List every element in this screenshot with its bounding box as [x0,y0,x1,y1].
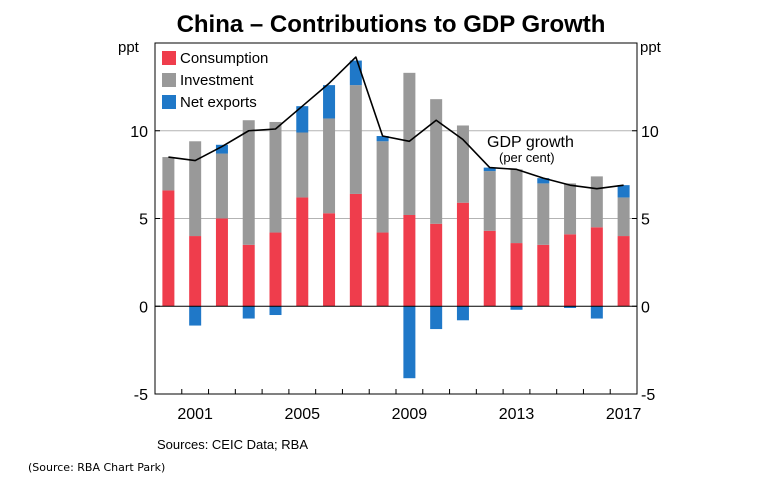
bar-investment [590,176,603,228]
bar-consumption [269,232,282,307]
bar-investment [269,121,282,233]
bar-consumption [323,213,336,307]
bar-consumption [590,227,603,307]
bar-consumption [617,236,630,307]
bar-net-exports [323,85,336,119]
bar-consumption [189,236,202,307]
bar-net-exports [296,106,309,133]
bar-net-exports [564,306,577,309]
sources-note: Sources: CEIC Data; RBA [157,437,308,452]
bar-net-exports [456,306,469,321]
bar-net-exports [242,306,255,319]
y-tick-label-right: 5 [641,212,650,229]
y-axis-ticks: -5 -5 0 0 5 5 10 10 [130,124,659,404]
bar-investment [403,72,416,215]
bar-investment [483,171,496,231]
bar-investment [189,141,202,237]
bar-net-exports [510,306,523,310]
legend-label: Consumption [180,50,268,67]
gridlines [155,130,637,219]
bar-consumption [510,243,523,307]
bar-investment [162,157,175,191]
gdp-line-group [168,56,624,190]
y-axis-label-left: ppt [118,39,140,56]
bar-net-exports [269,306,282,316]
legend-swatch [162,95,176,109]
bar-consumption [242,244,255,307]
y-tick-label-right: 10 [641,124,659,141]
footnote: (Source: RBA Chart Park) [28,461,166,474]
bar-net-exports [215,144,228,154]
bar-investment [537,183,550,245]
bar-net-exports [617,185,630,198]
x-tick-label: 2017 [606,406,642,423]
bar-investment [242,120,255,245]
x-tick-label: 2001 [177,406,213,423]
bar-consumption [349,193,362,307]
x-axis-ticks: 2001 2005 2009 2013 2017 [154,389,642,423]
x-tick-label: 2009 [392,406,428,423]
bar-consumption [376,232,389,307]
legend-swatch [162,73,176,87]
y-tick-label-right: 0 [641,299,650,316]
legend-label: Net exports [180,94,257,111]
bars-group [162,60,630,379]
bar-net-exports [430,306,443,330]
bar-consumption [430,223,443,307]
legend-swatch [162,51,176,65]
y-tick-label-left: 0 [139,299,148,316]
bar-net-exports [349,60,362,86]
bar-net-exports [483,167,496,172]
bar-consumption [456,202,469,307]
bar-net-exports [189,306,202,326]
bar-consumption [296,197,309,307]
bar-investment [456,125,469,203]
bar-investment [617,197,630,237]
bar-net-exports [537,178,550,184]
bar-investment [323,118,336,214]
bar-consumption [564,234,577,307]
bar-net-exports [403,306,416,379]
bar-consumption [403,214,416,307]
bar-consumption [537,244,550,307]
legend-label: Investment [180,72,254,89]
chart-title: China – Contributions to GDP Growth [177,11,606,38]
bar-investment [349,85,362,194]
bar-consumption [215,218,228,307]
gdp-growth-sublabel: (per cent) [499,150,555,165]
y-axis-label-right: ppt [640,39,662,56]
bar-investment [564,183,577,235]
bar-investment [296,132,309,198]
bar-net-exports [376,136,389,142]
gdp-growth-label: GDP growth [487,134,574,151]
bar-investment [215,153,228,219]
gdp-growth-line [168,56,624,190]
y-tick-label-left: 5 [139,212,148,229]
legend: Consumption Investment Net exports [162,50,268,111]
bar-investment [510,169,523,244]
bar-consumption [483,230,496,307]
y-tick-label-left: -5 [134,387,148,404]
bar-investment [430,99,443,224]
y-tick-label-left: 10 [130,124,148,141]
y-tick-label-right: -5 [641,387,655,404]
x-tick-label: 2005 [284,406,320,423]
bar-consumption [162,190,175,307]
bar-net-exports [590,306,603,319]
bar-investment [376,141,389,233]
x-tick-label: 2013 [499,406,535,423]
